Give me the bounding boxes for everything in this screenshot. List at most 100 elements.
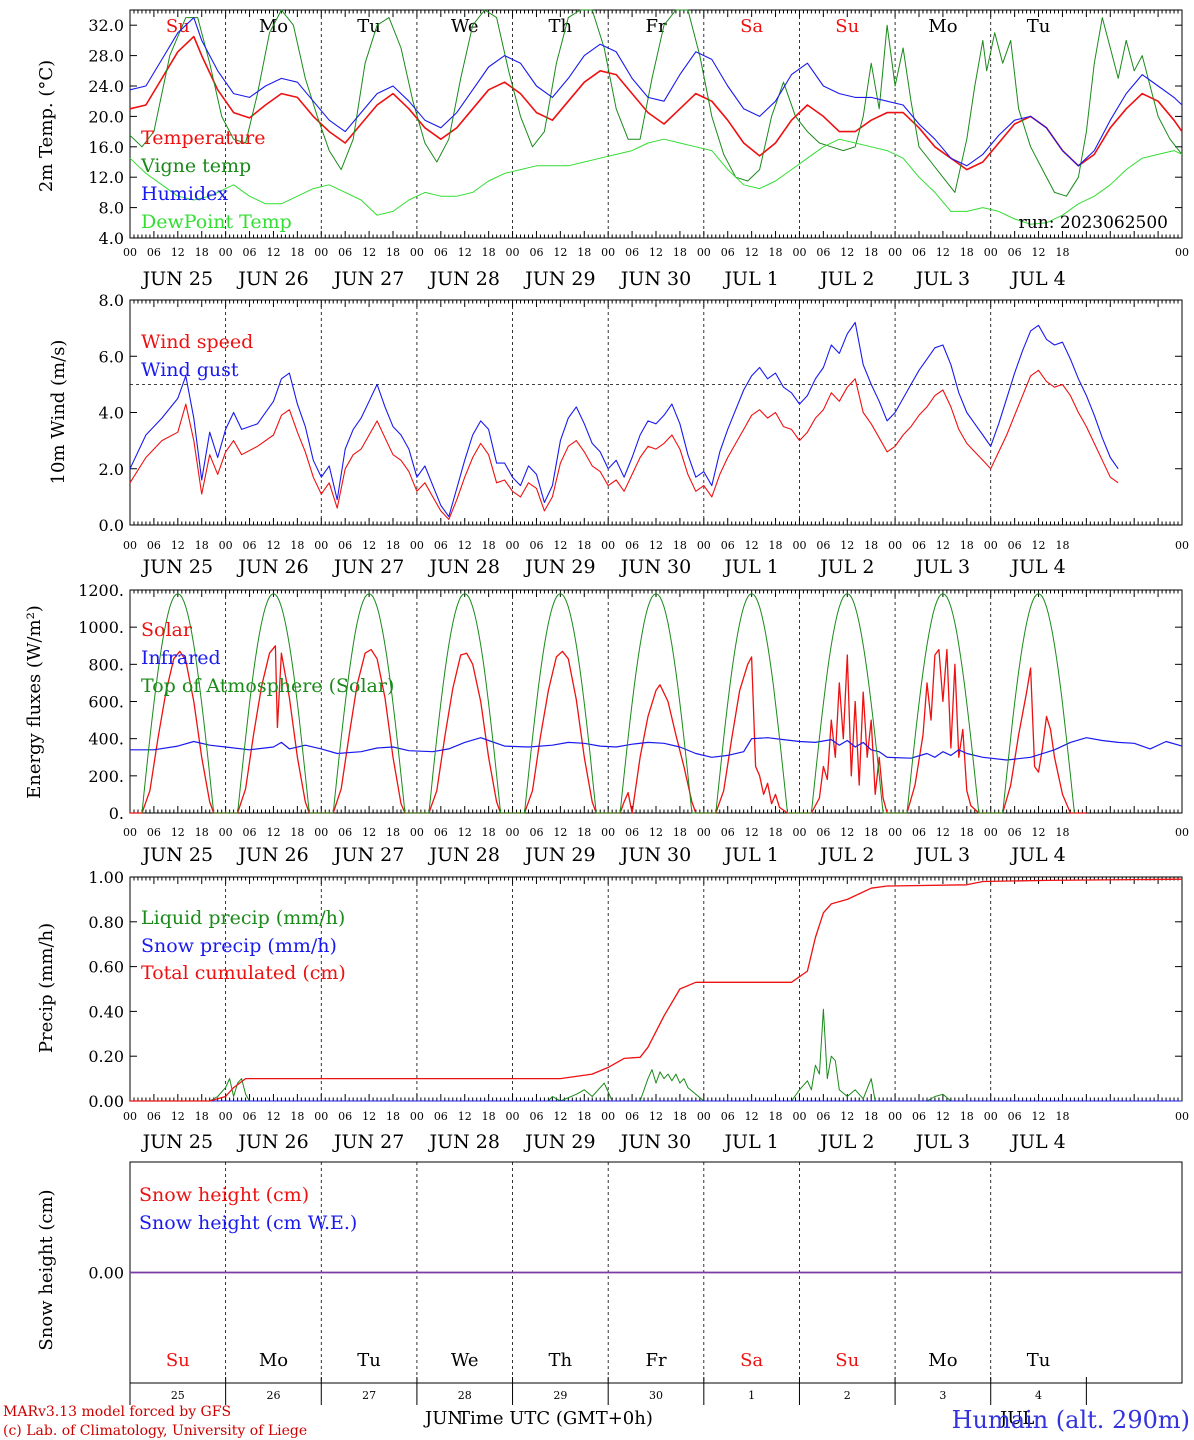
y-tick-label: 28.0 xyxy=(88,47,124,66)
hour-label: 12 xyxy=(362,246,376,259)
bottom-day-number: 29 xyxy=(553,1389,567,1402)
day-name: Tu xyxy=(357,16,381,37)
hour-label: 18 xyxy=(960,826,974,839)
hour-label: 18 xyxy=(1055,539,1069,552)
copyright: (c) Lab. of Climatology, University of L… xyxy=(3,1423,307,1439)
hour-label: 06 xyxy=(147,539,161,552)
hour-label: 12 xyxy=(362,826,376,839)
date-label: JUL 2 xyxy=(818,556,874,578)
bottom-day-number: 4 xyxy=(1035,1389,1042,1402)
hour-label: 00 xyxy=(314,539,328,552)
energy-axis-title: Energy fluxes (W/m²) xyxy=(24,605,45,799)
series-line-dewpoint-temp xyxy=(129,138,1183,225)
bottom-day-name: Su xyxy=(166,1350,190,1371)
snow-panel: 0.00 Snow height (cm) Snow height (cm) S… xyxy=(36,1161,1183,1405)
hour-label: 00 xyxy=(601,1110,615,1123)
hour-label: 00 xyxy=(888,539,902,552)
hour-label: 06 xyxy=(147,1110,161,1123)
y-tick-label: 1000. xyxy=(78,618,124,637)
hour-label: 18 xyxy=(673,246,687,259)
station-name: Humain (alt. 290m) xyxy=(952,1406,1190,1434)
hour-label: 06 xyxy=(529,826,543,839)
hour-label: 00 xyxy=(506,1110,520,1123)
hour-label: 18 xyxy=(386,539,400,552)
series-line-temperature xyxy=(129,35,1183,171)
hour-label: 00 xyxy=(888,246,902,259)
hour-label: 06 xyxy=(338,539,352,552)
date-label: JUN 27 xyxy=(332,556,404,578)
hour-label: 12 xyxy=(649,539,663,552)
hour-label: 18 xyxy=(577,539,591,552)
hour-label: 18 xyxy=(1055,246,1069,259)
y-tick-label: 0.80 xyxy=(88,913,124,932)
hour-label: 00 xyxy=(792,826,806,839)
run-label: run: 2023062500 xyxy=(1019,213,1168,233)
hour-label: 18 xyxy=(960,1110,974,1123)
hour-label: 18 xyxy=(290,539,304,552)
date-label: JUN 26 xyxy=(236,556,308,578)
hour-label: 00 xyxy=(984,246,998,259)
hour-label: 00 xyxy=(601,539,615,552)
date-label: JUN 28 xyxy=(427,844,499,866)
wind-series xyxy=(129,321,1119,520)
legend-solar: Solar xyxy=(141,619,193,641)
plot-frame xyxy=(129,589,1183,814)
hour-label: 06 xyxy=(338,826,352,839)
hour-label: 06 xyxy=(243,539,257,552)
y-tick-label: 0.40 xyxy=(88,1002,124,1021)
bottom-day-name: Fr xyxy=(645,1350,666,1371)
wind-axis-title: 10m Wind (m/s) xyxy=(48,340,69,485)
hour-label: 12 xyxy=(362,539,376,552)
y-tick-label: 0.00 xyxy=(88,1264,124,1283)
hour-label: 12 xyxy=(553,1110,567,1123)
hour-label: 00 xyxy=(314,246,328,259)
hour-label: 18 xyxy=(482,1110,496,1123)
y-tick-label: 4.0 xyxy=(99,404,124,423)
series-line-vigne-temp xyxy=(129,9,1183,197)
hour-label: 00 xyxy=(123,539,137,552)
model-credit: MARv3.13 model forced by GFS xyxy=(3,1404,231,1420)
hour-label: 06 xyxy=(625,1110,639,1123)
hour-label: 00 xyxy=(314,826,328,839)
hour-label: 12 xyxy=(458,1110,472,1123)
date-label: JUN 30 xyxy=(619,268,691,290)
hour-label: 00 xyxy=(219,826,233,839)
temperature-series xyxy=(129,9,1183,225)
hour-label: 00 xyxy=(506,539,520,552)
date-label: JUN 30 xyxy=(619,1131,691,1153)
date-label: JUN 29 xyxy=(523,268,595,290)
hour-label: 18 xyxy=(960,246,974,259)
hour-label: 06 xyxy=(147,246,161,259)
bottom-day-number: 25 xyxy=(171,1389,185,1402)
hour-label: 18 xyxy=(482,246,496,259)
hour-label: 12 xyxy=(266,826,280,839)
date-label: JUN 27 xyxy=(332,268,404,290)
hour-label: 06 xyxy=(529,539,543,552)
y-tick-label: 2.0 xyxy=(99,460,124,479)
y-tick-label: 400. xyxy=(88,730,124,749)
energy-grid: 0. 200. 400. 600. 800. 1000. 1200. 00 06 12 18 JUN … xyxy=(78,581,1189,866)
day-name: Su xyxy=(835,16,859,37)
day-name: Fr xyxy=(645,16,666,37)
hour-label: 00 xyxy=(123,246,137,259)
hour-label: 12 xyxy=(171,539,185,552)
y-tick-label: 0. xyxy=(109,804,124,823)
hour-label: 12 xyxy=(171,1110,185,1123)
y-tick-label: 16.0 xyxy=(88,138,124,157)
y-tick-label: 8.0 xyxy=(99,199,124,218)
hour-label: 06 xyxy=(816,539,830,552)
hour-label: 12 xyxy=(266,539,280,552)
bottom-day-number: 28 xyxy=(458,1389,472,1402)
y-tick-label: 1200. xyxy=(78,581,124,600)
temperature-panel: 4.0 8.0 12.0 16.0 20.0 24.0 28.0 32.0 00 06 12 18 JU… xyxy=(36,9,1189,290)
hour-label: 12 xyxy=(1032,539,1046,552)
precip-axis-title: Precip (mm/h) xyxy=(36,923,57,1053)
bottom-day-number: 2 xyxy=(844,1389,851,1402)
hour-label: 18 xyxy=(673,1110,687,1123)
hour-label: 12 xyxy=(745,246,759,259)
series-line-liquid-precip-mm-h xyxy=(130,1008,1182,1102)
date-label: JUL 4 xyxy=(1009,268,1065,290)
hour-label: 06 xyxy=(434,826,448,839)
legend-temperature: Temperature xyxy=(141,127,265,149)
